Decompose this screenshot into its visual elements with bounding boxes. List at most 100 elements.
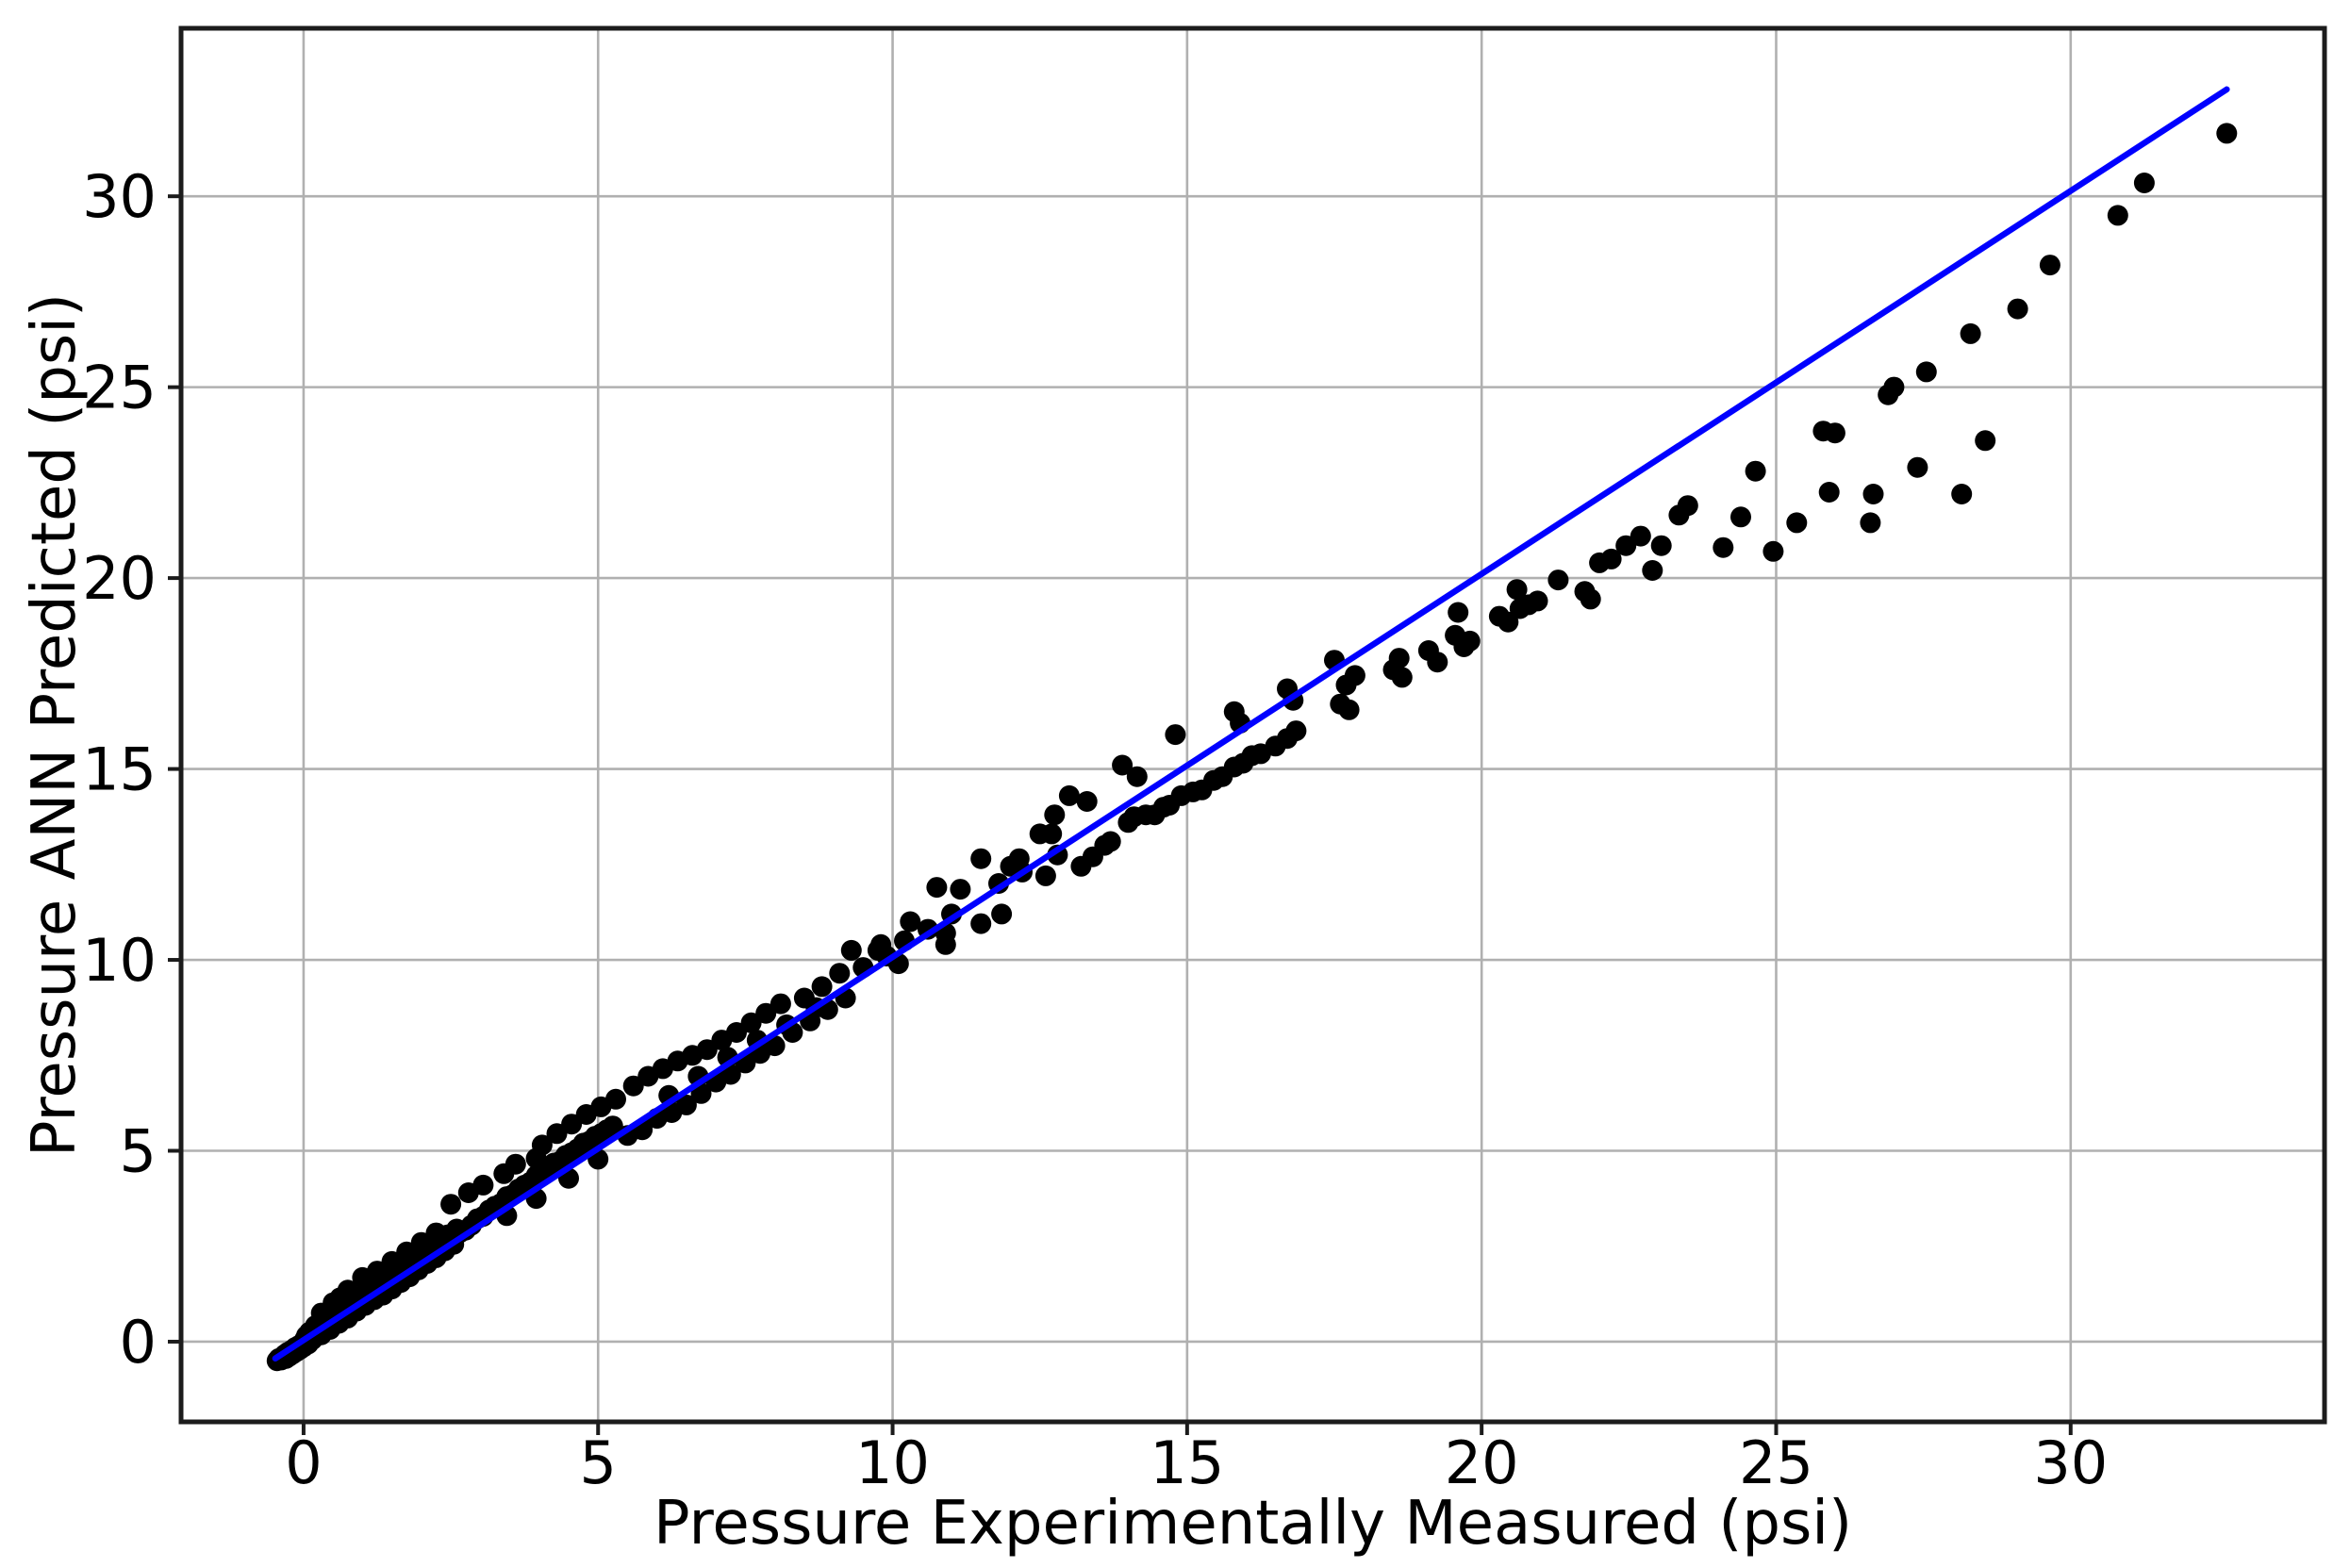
data-point (602, 1115, 623, 1137)
data-point (1388, 648, 1410, 669)
data-point (531, 1134, 553, 1156)
data-point (1285, 720, 1307, 742)
data-point (425, 1222, 447, 1244)
data-point (337, 1279, 358, 1301)
y-tick-label: 0 (120, 1308, 157, 1377)
data-point (561, 1114, 583, 1135)
data-point (1975, 430, 1996, 452)
x-tick-label: 30 (2033, 1428, 2108, 1497)
plot-frame (178, 25, 2327, 1425)
data-point (755, 1002, 777, 1024)
data-point (1786, 512, 1808, 534)
x-axis-label: Pressure Experimentally Measured (psi) (653, 1489, 1853, 1559)
data-point (1650, 535, 1672, 556)
data-point (1713, 536, 1734, 558)
data-point (1642, 560, 1663, 581)
data-point (2216, 123, 2238, 144)
y-axis-label: Pressure ANN Predicted (psi) (20, 293, 90, 1157)
data-point (1824, 422, 1845, 444)
data-point (1427, 652, 1448, 673)
data-point (1907, 456, 1928, 478)
data-point (2107, 205, 2128, 226)
data-point (1453, 636, 1475, 657)
data-point (840, 939, 862, 961)
data-point (811, 976, 833, 998)
data-point (1862, 484, 1884, 504)
gridlines (181, 28, 2325, 1422)
data-point (1041, 823, 1063, 845)
scatter-points (266, 123, 2238, 1372)
x-tick-label: 25 (1739, 1428, 1813, 1497)
data-point (829, 963, 851, 984)
x-tick-label: 10 (855, 1428, 930, 1497)
data-point (1762, 540, 1784, 562)
ticks (168, 194, 2073, 1435)
y-tick-label: 5 (120, 1116, 157, 1185)
data-point (1391, 667, 1413, 688)
data-point (410, 1231, 432, 1253)
data-point (970, 913, 992, 934)
data-point (1506, 579, 1528, 601)
data-point (381, 1250, 403, 1272)
x-tick-label: 0 (285, 1428, 322, 1497)
data-point (1860, 512, 1881, 534)
data-point (1126, 766, 1148, 787)
data-point (1112, 754, 1134, 776)
data-point (505, 1153, 526, 1175)
data-point (970, 848, 992, 869)
data-point (1600, 548, 1622, 569)
data-point (1338, 699, 1360, 720)
data-point (1058, 784, 1080, 806)
data-point (367, 1261, 388, 1282)
data-point (472, 1174, 494, 1196)
y-tick-label: 10 (82, 926, 157, 995)
data-point (675, 1094, 697, 1115)
data-point (1580, 588, 1601, 610)
data-point (396, 1241, 418, 1263)
data-point (1615, 535, 1637, 556)
data-point (1165, 724, 1186, 746)
data-point (2133, 173, 2155, 193)
data-point (1878, 384, 1899, 405)
data-point (1951, 484, 1973, 504)
data-point (1448, 602, 1469, 623)
data-point (1547, 569, 1569, 591)
data-point (1730, 506, 1751, 528)
data-point (1960, 322, 1981, 344)
x-tick-label: 20 (1445, 1428, 1519, 1497)
data-point (926, 877, 948, 899)
y-tick-label: 20 (82, 544, 157, 613)
data-point (991, 903, 1013, 925)
data-point (696, 1039, 718, 1061)
data-point (1076, 791, 1098, 812)
data-point (605, 1088, 626, 1110)
data-point (2039, 255, 2060, 276)
data-point (1818, 482, 1840, 503)
tick-labels: 0 5 10 15 20 25 30 0 5 10 15 20 25 30 (82, 162, 2108, 1497)
data-point (1498, 611, 1519, 633)
fit-line (272, 86, 2230, 1362)
data-point (1000, 855, 1021, 877)
y-tick-label: 25 (82, 354, 157, 422)
y-tick-label: 30 (82, 162, 157, 231)
data-point (440, 1194, 462, 1215)
y-tick-label: 15 (82, 735, 157, 804)
data-point (726, 1022, 747, 1043)
data-point (1344, 665, 1365, 686)
data-point (1034, 865, 1056, 886)
data-point (1527, 590, 1548, 612)
data-point (2007, 298, 2028, 320)
data-point (1915, 361, 1937, 383)
x-tick-label: 15 (1150, 1428, 1224, 1497)
data-point (622, 1075, 644, 1097)
data-point (1044, 804, 1066, 826)
data-point (1100, 831, 1121, 852)
data-point (1745, 460, 1766, 482)
data-point (950, 879, 971, 900)
data-point (740, 1012, 762, 1033)
x-tick-label: 5 (580, 1428, 617, 1497)
data-point (546, 1123, 568, 1145)
data-point (900, 911, 921, 933)
